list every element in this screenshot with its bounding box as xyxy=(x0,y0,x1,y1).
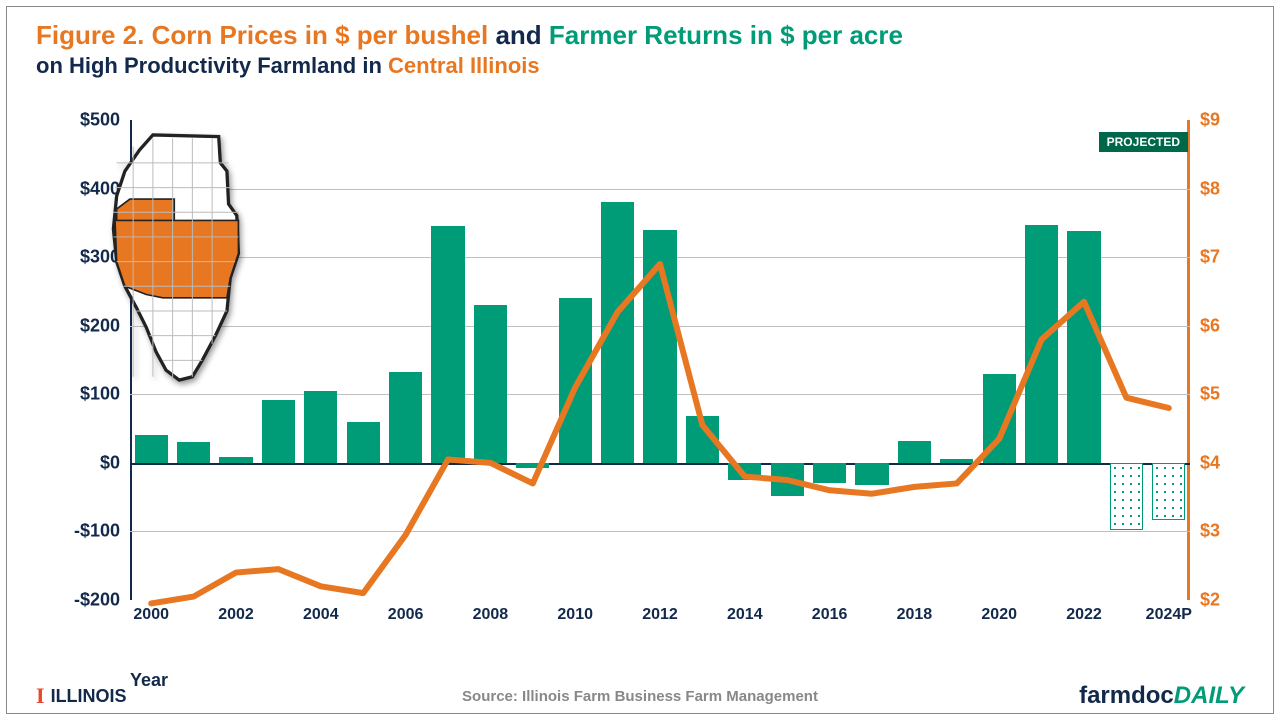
plot-area: PROJECTED -$200-$100$0$100$200$300$400$5… xyxy=(130,120,1190,600)
x-label: 2008 xyxy=(473,606,509,624)
x-label: 2002 xyxy=(218,606,254,624)
source-text: Source: Illinois Farm Business Farm Mana… xyxy=(462,688,818,705)
title-block: Figure 2. Corn Prices in $ per bushel an… xyxy=(36,20,903,79)
title-prefix: Figure 2. xyxy=(36,20,152,50)
x-label: 2000 xyxy=(133,606,169,624)
title-part1: Corn Prices in $ per bushel xyxy=(152,20,489,50)
y-right-label: $2 xyxy=(1200,590,1240,611)
x-label: 2006 xyxy=(388,606,424,624)
illinois-logo-text: ILLINOIS xyxy=(51,686,127,707)
x-label: 2012 xyxy=(642,606,678,624)
y-right-label: $6 xyxy=(1200,315,1240,336)
farmdoc-logo-b: DAILY xyxy=(1174,682,1244,709)
y-left-label: -$200 xyxy=(60,590,120,611)
x-label: 2016 xyxy=(812,606,848,624)
illinois-block-i-icon: I xyxy=(36,683,45,709)
y-left-label: $100 xyxy=(60,384,120,405)
y-right-label: $9 xyxy=(1200,110,1240,131)
farmdoc-logo: farmdocDAILY xyxy=(1079,682,1244,710)
y-right-label: $7 xyxy=(1200,247,1240,268)
x-label: 2004 xyxy=(303,606,339,624)
y-left-label: $500 xyxy=(60,110,120,131)
y-right-label: $4 xyxy=(1200,452,1240,473)
x-label: 2010 xyxy=(557,606,593,624)
x-label: 2020 xyxy=(981,606,1017,624)
y-left-label: $0 xyxy=(60,452,120,473)
title-joiner: and xyxy=(488,20,549,50)
x-label: 2014 xyxy=(727,606,763,624)
illinois-map-icon xyxy=(100,130,265,385)
farmdoc-logo-a: farmdoc xyxy=(1079,682,1174,709)
corn-price-line xyxy=(130,120,1190,600)
y-right-label: $8 xyxy=(1200,178,1240,199)
y-right-label: $3 xyxy=(1200,521,1240,542)
footer: I ILLINOIS Source: Illinois Farm Busines… xyxy=(36,682,1244,710)
subtitle-a: on High Productivity Farmland in xyxy=(36,53,388,78)
x-label: 2024P xyxy=(1146,606,1192,624)
subtitle-b: Central Illinois xyxy=(388,53,540,78)
x-label: 2018 xyxy=(897,606,933,624)
y-right-label: $5 xyxy=(1200,384,1240,405)
illinois-logo: I ILLINOIS xyxy=(36,683,127,709)
title-part2: Farmer Returns in $ per acre xyxy=(549,20,903,50)
x-label: 2022 xyxy=(1066,606,1102,624)
y-left-label: -$100 xyxy=(60,521,120,542)
